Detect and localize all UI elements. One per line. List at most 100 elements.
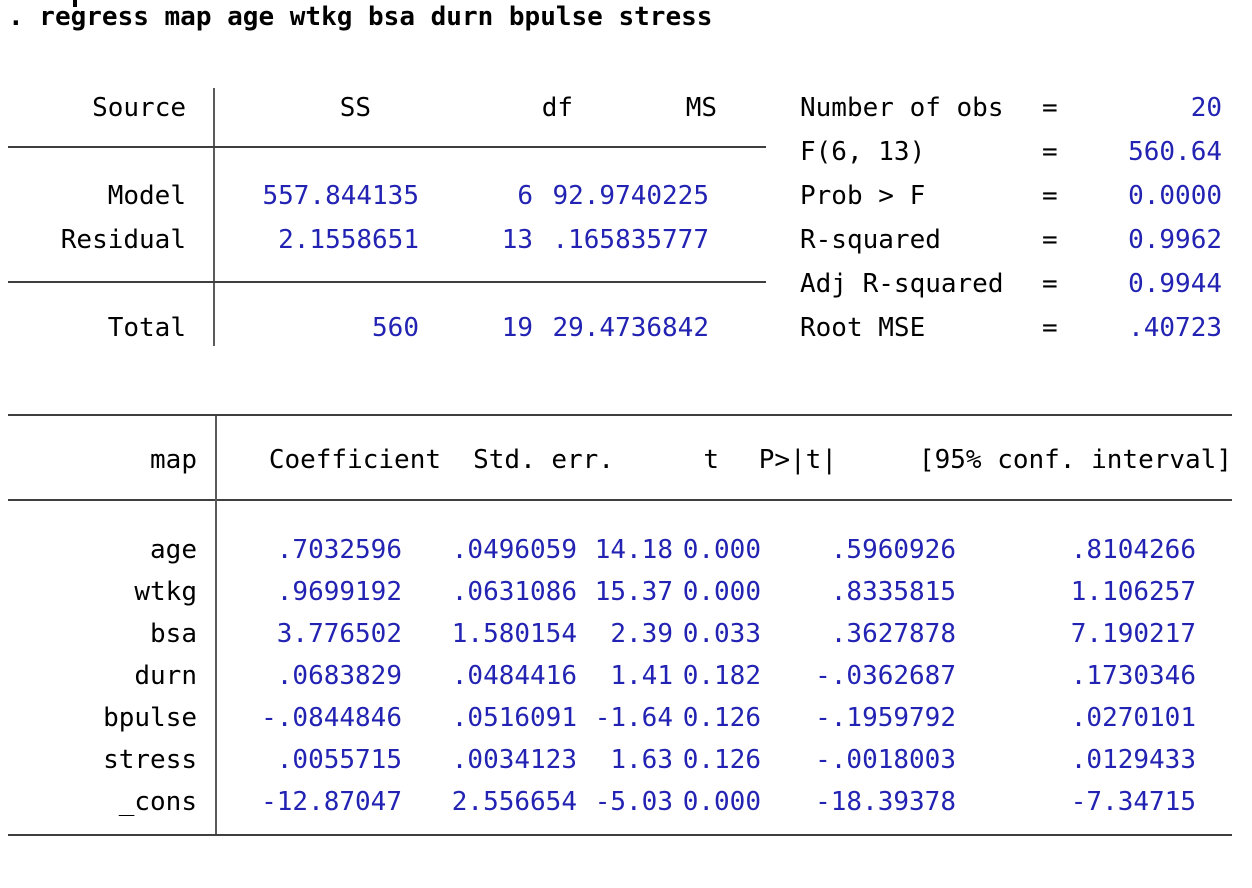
ci-lower-value: .8335815 [830,577,956,607]
coef-table-top-rule [8,414,1232,416]
anova-header-rule [8,146,766,148]
stats-row-f: F(6, 13) = 560.64 [0,137,1252,167]
ci-upper-value: .8104266 [1070,535,1196,565]
ci-lower-value: -.0018003 [815,745,956,775]
equals-sign: = [1042,137,1058,167]
equals-sign: = [1042,93,1058,123]
anova-vertical-divider [213,88,215,346]
coef-table-header-rule [8,499,1232,501]
coef-value: .7032596 [276,535,402,565]
coef-var-label: age [150,535,197,565]
p-value: 0.126 [682,703,761,733]
anova-header-source: Source [92,93,186,123]
anova-header-row: Source SS df MS Number of obs = 20 [0,93,1252,123]
anova-source-label: Total [107,313,186,343]
coef-value: .0055715 [276,745,402,775]
coef-row-age: age .7032596 .0496059 14.18 0.000 .59609… [0,535,1252,565]
coef-value: -12.87047 [261,787,402,817]
equals-sign: = [1042,181,1058,211]
anova-ss-value: 2.1558651 [278,225,419,255]
coef-var-label: bsa [150,619,197,649]
stat-label: Adj R-squared [800,269,1004,299]
ci-lower-value: .3627878 [830,619,956,649]
coef-table-bottom-rule [8,834,1232,836]
stat-value: 0.9944 [1128,269,1222,299]
coef-var-label: wtkg [134,577,197,607]
coef-row-wtkg: wtkg .9699192 .0631086 15.37 0.000 .8335… [0,577,1252,607]
coef-row-durn: durn .0683829 .0484416 1.41 0.182 -.0362… [0,661,1252,691]
coef-header-depvar: map [150,445,197,475]
ci-lower-value: .5960926 [830,535,956,565]
coef-value: .9699192 [276,577,402,607]
coef-value: -.0844846 [261,703,402,733]
anova-total-rule [8,281,766,283]
anova-source-label: Residual [60,225,186,255]
anova-row-residual: Residual 2.1558651 13 .165835777 R-squar… [0,225,1252,255]
anova-ss-value: 557.844135 [262,181,419,211]
p-value: 0.000 [682,577,761,607]
stat-value: .40723 [1128,313,1222,343]
p-value: 0.126 [682,745,761,775]
equals-sign: = [1042,313,1058,343]
anova-df-value: 19 [501,313,533,343]
std-err-value: 1.580154 [451,619,577,649]
coef-row-stress: stress .0055715 .0034123 1.63 0.126 -.00… [0,745,1252,775]
stat-label: Number of obs [800,93,1004,123]
clipped-text-fragment [73,0,77,7]
anova-row-model: Model 557.844135 6 92.9740225 Prob > F =… [0,181,1252,211]
coef-header-p: P>|t| [758,445,837,475]
coef-value: 3.776502 [276,619,402,649]
coef-header-t: t [703,445,719,475]
anova-ss-value: 560 [372,313,419,343]
coef-var-label: durn [134,661,197,691]
t-value: 1.41 [610,661,673,691]
stat-value: 20 [1190,93,1222,123]
anova-df-value: 13 [501,225,533,255]
t-value: 2.39 [610,619,673,649]
std-err-value: .0496059 [451,535,577,565]
std-err-value: 2.556654 [451,787,577,817]
coef-row-bpulse: bpulse -.0844846 .0516091 -1.64 0.126 -.… [0,703,1252,733]
coef-header-conf-interval: [95% conf. interval] [918,445,1232,475]
stat-value: 0.0000 [1128,181,1222,211]
coef-row-cons: _cons -12.87047 2.556654 -5.03 0.000 -18… [0,787,1252,817]
coef-var-label: _cons [118,787,197,817]
stat-label: Prob > F [800,181,926,211]
anova-ms-value: .165835777 [552,225,709,255]
anova-ms-value: 92.9740225 [552,181,709,211]
ci-upper-value: .0129433 [1070,745,1196,775]
coef-table-vertical-divider [215,416,217,834]
stat-label: F(6, 13) [800,137,926,167]
std-err-value: .0516091 [451,703,577,733]
anova-header-ms: MS [685,93,717,123]
ci-lower-value: -.1959792 [815,703,956,733]
coef-header-coefficient: Coefficient [268,445,441,475]
coef-var-label: stress [103,745,197,775]
anova-header-df: df [541,93,573,123]
p-value: 0.182 [682,661,761,691]
t-value: 15.37 [594,577,673,607]
ci-upper-value: 7.190217 [1070,619,1196,649]
anova-source-label: Model [107,181,186,211]
ci-lower-value: -18.39378 [815,787,956,817]
p-value: 0.000 [682,535,761,565]
anova-header-ss: SS [339,93,371,123]
coef-value: .0683829 [276,661,402,691]
t-value: 1.63 [610,745,673,775]
p-value: 0.000 [682,787,761,817]
ci-upper-value: -7.34715 [1070,787,1196,817]
std-err-value: .0631086 [451,577,577,607]
anova-df-value: 6 [517,181,533,211]
stata-command-line: . regress map age wtkg bsa durn bpulse s… [8,2,713,32]
std-err-value: .0034123 [451,745,577,775]
t-value: -5.03 [594,787,673,817]
coef-row-bsa: bsa 3.776502 1.580154 2.39 0.033 .362787… [0,619,1252,649]
stat-label: R-squared [800,225,941,255]
ci-upper-value: .0270101 [1070,703,1196,733]
std-err-value: .0484416 [451,661,577,691]
stat-value: 0.9962 [1128,225,1222,255]
anova-row-total: Total 560 19 29.4736842 Root MSE = .4072… [0,313,1252,343]
ci-upper-value: 1.106257 [1070,577,1196,607]
ci-upper-value: .1730346 [1070,661,1196,691]
